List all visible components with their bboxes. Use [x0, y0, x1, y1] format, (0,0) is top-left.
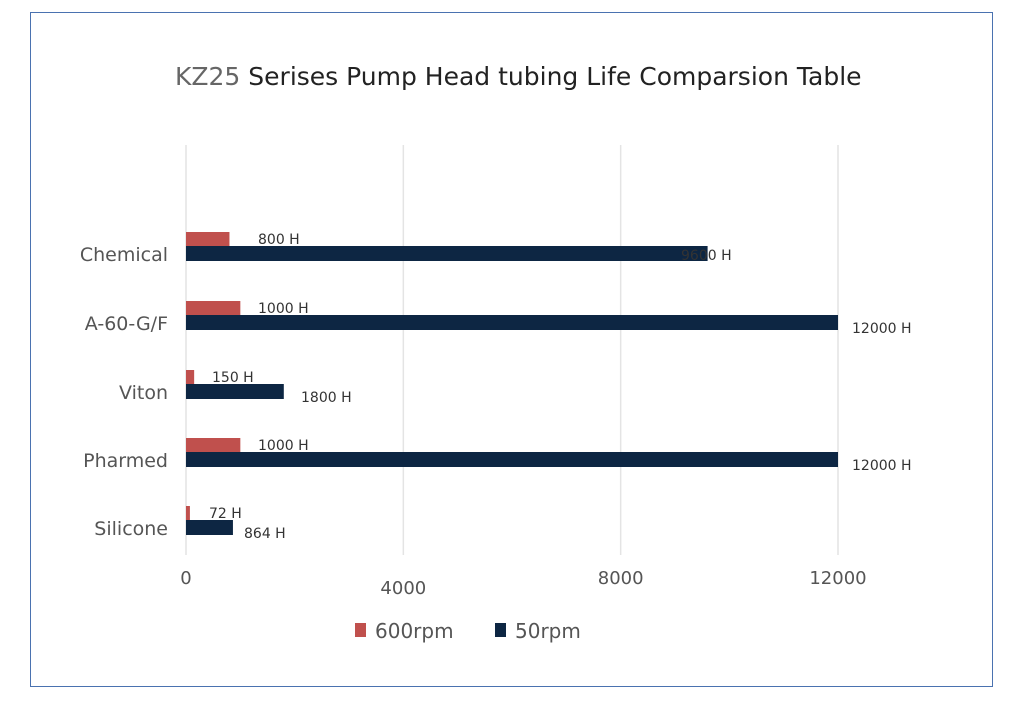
bar-600rpm [186, 438, 241, 452]
bar-50rpm [186, 315, 838, 330]
x-tick-label: 4000 [380, 578, 426, 599]
category-label: Viton [119, 382, 168, 404]
legend-label-50rpm: 50rpm [515, 619, 581, 643]
bar-600rpm [186, 370, 195, 384]
bar-50rpm [186, 246, 708, 261]
x-tick-label: 8000 [598, 568, 644, 589]
chart-frame [30, 12, 993, 687]
bar-50rpm [186, 520, 233, 535]
data-label-600rpm: 72 H [209, 506, 242, 522]
data-label-50rpm: 12000 H [852, 321, 912, 337]
legend-swatch-50rpm [495, 623, 506, 637]
data-label-600rpm: 1000 H [258, 301, 309, 317]
title-main: Serises Pump Head tubing Life Comparsion… [248, 62, 861, 91]
bar-50rpm [186, 452, 838, 467]
data-label-50rpm: 1800 H [301, 390, 352, 406]
bar-600rpm [186, 232, 230, 246]
data-label-50rpm: 12000 H [852, 458, 912, 474]
chart-title: KZ25 Serises Pump Head tubing Life Compa… [175, 62, 862, 91]
x-tick-label: 0 [180, 568, 191, 589]
category-label: A-60-G/F [85, 313, 168, 335]
bar-600rpm [186, 301, 241, 315]
data-label-50rpm: 864 H [244, 526, 286, 542]
data-label-50rpm: 9600 H [681, 248, 732, 264]
category-label: Pharmed [83, 450, 168, 472]
bar-50rpm [186, 384, 284, 399]
category-label: Silicone [94, 518, 168, 540]
data-label-600rpm: 800 H [258, 232, 300, 248]
legend-swatch-600rpm [355, 623, 366, 637]
legend-label-600rpm: 600rpm [375, 619, 454, 643]
category-label: Chemical [80, 244, 168, 266]
x-tick-label: 12000 [809, 568, 866, 589]
data-label-600rpm: 150 H [212, 370, 254, 386]
bar-600rpm [186, 506, 190, 520]
data-label-600rpm: 1000 H [258, 438, 309, 454]
title-prefix: KZ25 [175, 62, 240, 91]
